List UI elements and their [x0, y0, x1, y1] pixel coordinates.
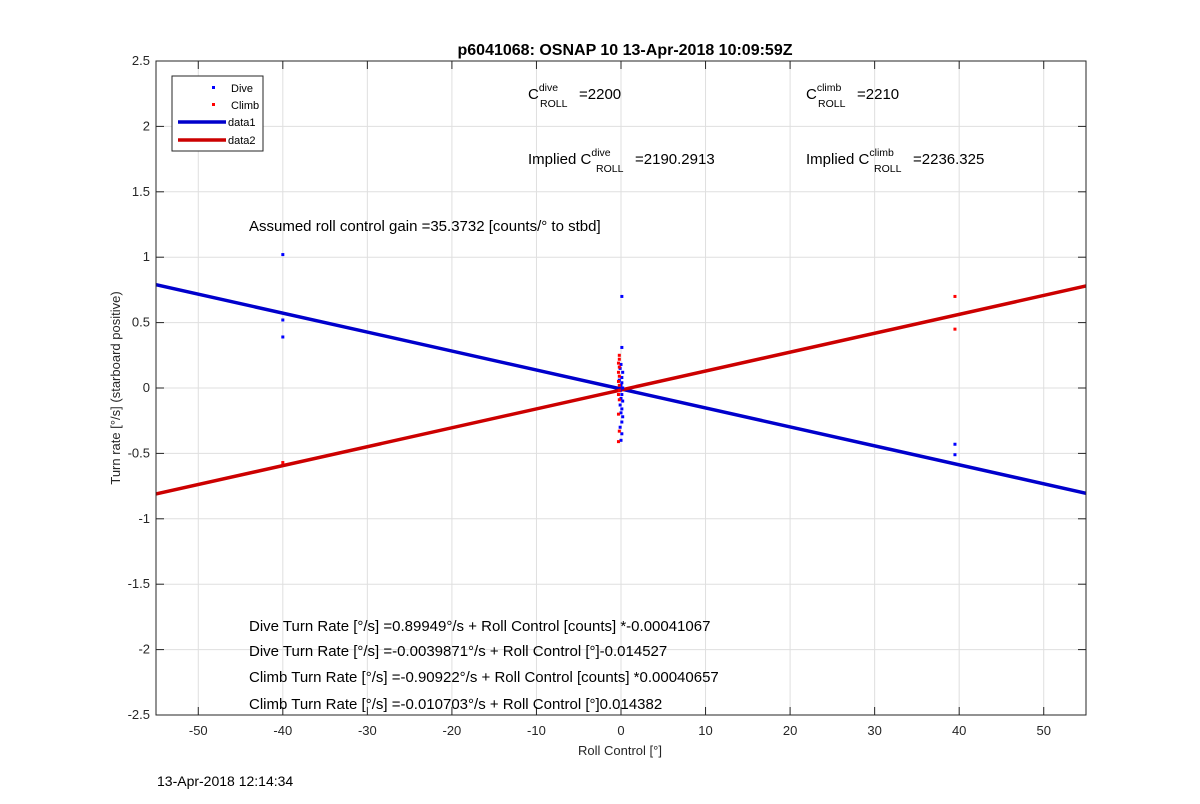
data-point-dive	[619, 383, 623, 387]
x-tick-label: 30	[867, 723, 881, 738]
data-point-dive	[620, 432, 624, 436]
equation-line-3: Climb Turn Rate [°/s] =-0.90922°/s + Rol…	[249, 669, 719, 686]
data-points	[281, 253, 957, 465]
data-point-climb	[617, 353, 621, 357]
data-point-dive	[620, 393, 624, 397]
y-tick-label: 0	[143, 380, 150, 395]
data-point-dive	[281, 318, 285, 322]
data-point-dive	[620, 345, 624, 349]
x-tick-label: -50	[189, 723, 208, 738]
x-axis-label: Roll Control [°]	[578, 743, 662, 758]
equation-line-4: Climb Turn Rate [°/s] =-0.010703°/s + Ro…	[249, 696, 662, 713]
legend-marker-climb	[212, 103, 215, 106]
x-tick-label: 0	[617, 723, 624, 738]
legend-label-climb: Climb	[231, 100, 259, 112]
y-tick-label: 2.5	[132, 53, 150, 68]
c-dive-annotation: Cdive ROLL=2200	[528, 82, 621, 110]
data-point-dive	[953, 442, 957, 446]
y-tick-label: -1.5	[128, 576, 150, 591]
x-tick-label: 10	[698, 723, 712, 738]
data-point-dive	[619, 362, 623, 366]
data-point-dive	[618, 403, 622, 407]
data-point-climb	[953, 327, 957, 331]
data-point-climb	[617, 374, 621, 378]
data-point-dive	[619, 411, 623, 415]
y-tick-label: -1	[138, 511, 150, 526]
data-point-climb	[617, 357, 621, 361]
data-point-climb	[953, 294, 957, 298]
x-tick-label: 50	[1036, 723, 1050, 738]
data-point-dive	[621, 370, 625, 374]
data-point-dive	[619, 438, 623, 442]
legend-label-data1: data1	[228, 117, 256, 129]
data-point-climb	[616, 379, 620, 383]
data-point-dive	[621, 415, 625, 419]
data-point-dive	[621, 386, 625, 390]
data-point-dive	[619, 396, 623, 400]
data-point-dive	[620, 407, 624, 411]
data-point-climb	[617, 398, 621, 402]
data-point-dive	[281, 335, 285, 339]
implied-dive-annotation: Implied Cdive ROLL=2190.2913	[528, 147, 715, 175]
ticks: -50 -40 -30 -20 -10 0 10 20 30 40 50-2.5-2-1.5-1-0…	[128, 53, 1086, 738]
data-point-climb	[617, 383, 621, 387]
y-tick-label: 1.5	[132, 184, 150, 199]
y-tick-label: 1	[143, 249, 150, 264]
data-point-dive	[620, 376, 624, 380]
data-point-dive	[620, 381, 624, 385]
equation-line-1: Dive Turn Rate [°/s] =0.89949°/s + Roll …	[249, 618, 710, 635]
data-point-climb	[617, 365, 621, 369]
legend-label-data2: data2	[228, 135, 256, 147]
data-point-dive	[281, 253, 285, 257]
data-point-dive	[620, 420, 624, 424]
x-tick-label: -40	[273, 723, 292, 738]
data-point-climb	[617, 389, 621, 393]
data-point-climb	[617, 429, 621, 433]
y-axis-label: Turn rate [°/s] (starboard positive)	[108, 291, 123, 484]
data-point-dive	[620, 294, 624, 298]
x-tick-label: 20	[783, 723, 797, 738]
x-tick-label: -10	[527, 723, 546, 738]
y-tick-label: -2.5	[128, 707, 150, 722]
legend-label-dive: Dive	[231, 83, 253, 95]
data-point-climb	[616, 440, 620, 444]
x-tick-label: -20	[443, 723, 462, 738]
y-tick-label: -2	[138, 642, 150, 657]
chart-title: p6041068: OSNAP 10 13-Apr-2018 10:09:59Z	[458, 42, 793, 59]
x-tick-label: -30	[358, 723, 377, 738]
c-climb-annotation: Cclimb ROLL=2210	[806, 82, 899, 110]
legend: Dive Climb data1 data2	[171, 75, 264, 152]
x-tick-label: 40	[952, 723, 966, 738]
y-tick-label: -0.5	[128, 445, 150, 460]
implied-climb-annotation: Implied Cclimb ROLL=2236.325	[806, 147, 984, 175]
equation-line-2: Dive Turn Rate [°/s] =-0.0039871°/s + Ro…	[249, 643, 667, 660]
data-point-climb	[616, 412, 620, 416]
footer-timestamp: 13-Apr-2018 12:14:34	[157, 773, 294, 789]
data-point-dive	[953, 453, 957, 457]
legend-marker-dive	[212, 86, 215, 89]
data-point-climb	[616, 393, 620, 397]
data-point-climb	[616, 370, 620, 374]
data-point-dive	[618, 425, 622, 429]
y-tick-label: 2	[143, 118, 150, 133]
y-tick-label: 0.5	[132, 315, 150, 330]
data-point-dive	[621, 399, 625, 403]
gain-annotation: Assumed roll control gain =35.3732 [coun…	[249, 218, 601, 235]
data-point-climb	[616, 361, 620, 365]
data-point-climb	[281, 461, 285, 465]
